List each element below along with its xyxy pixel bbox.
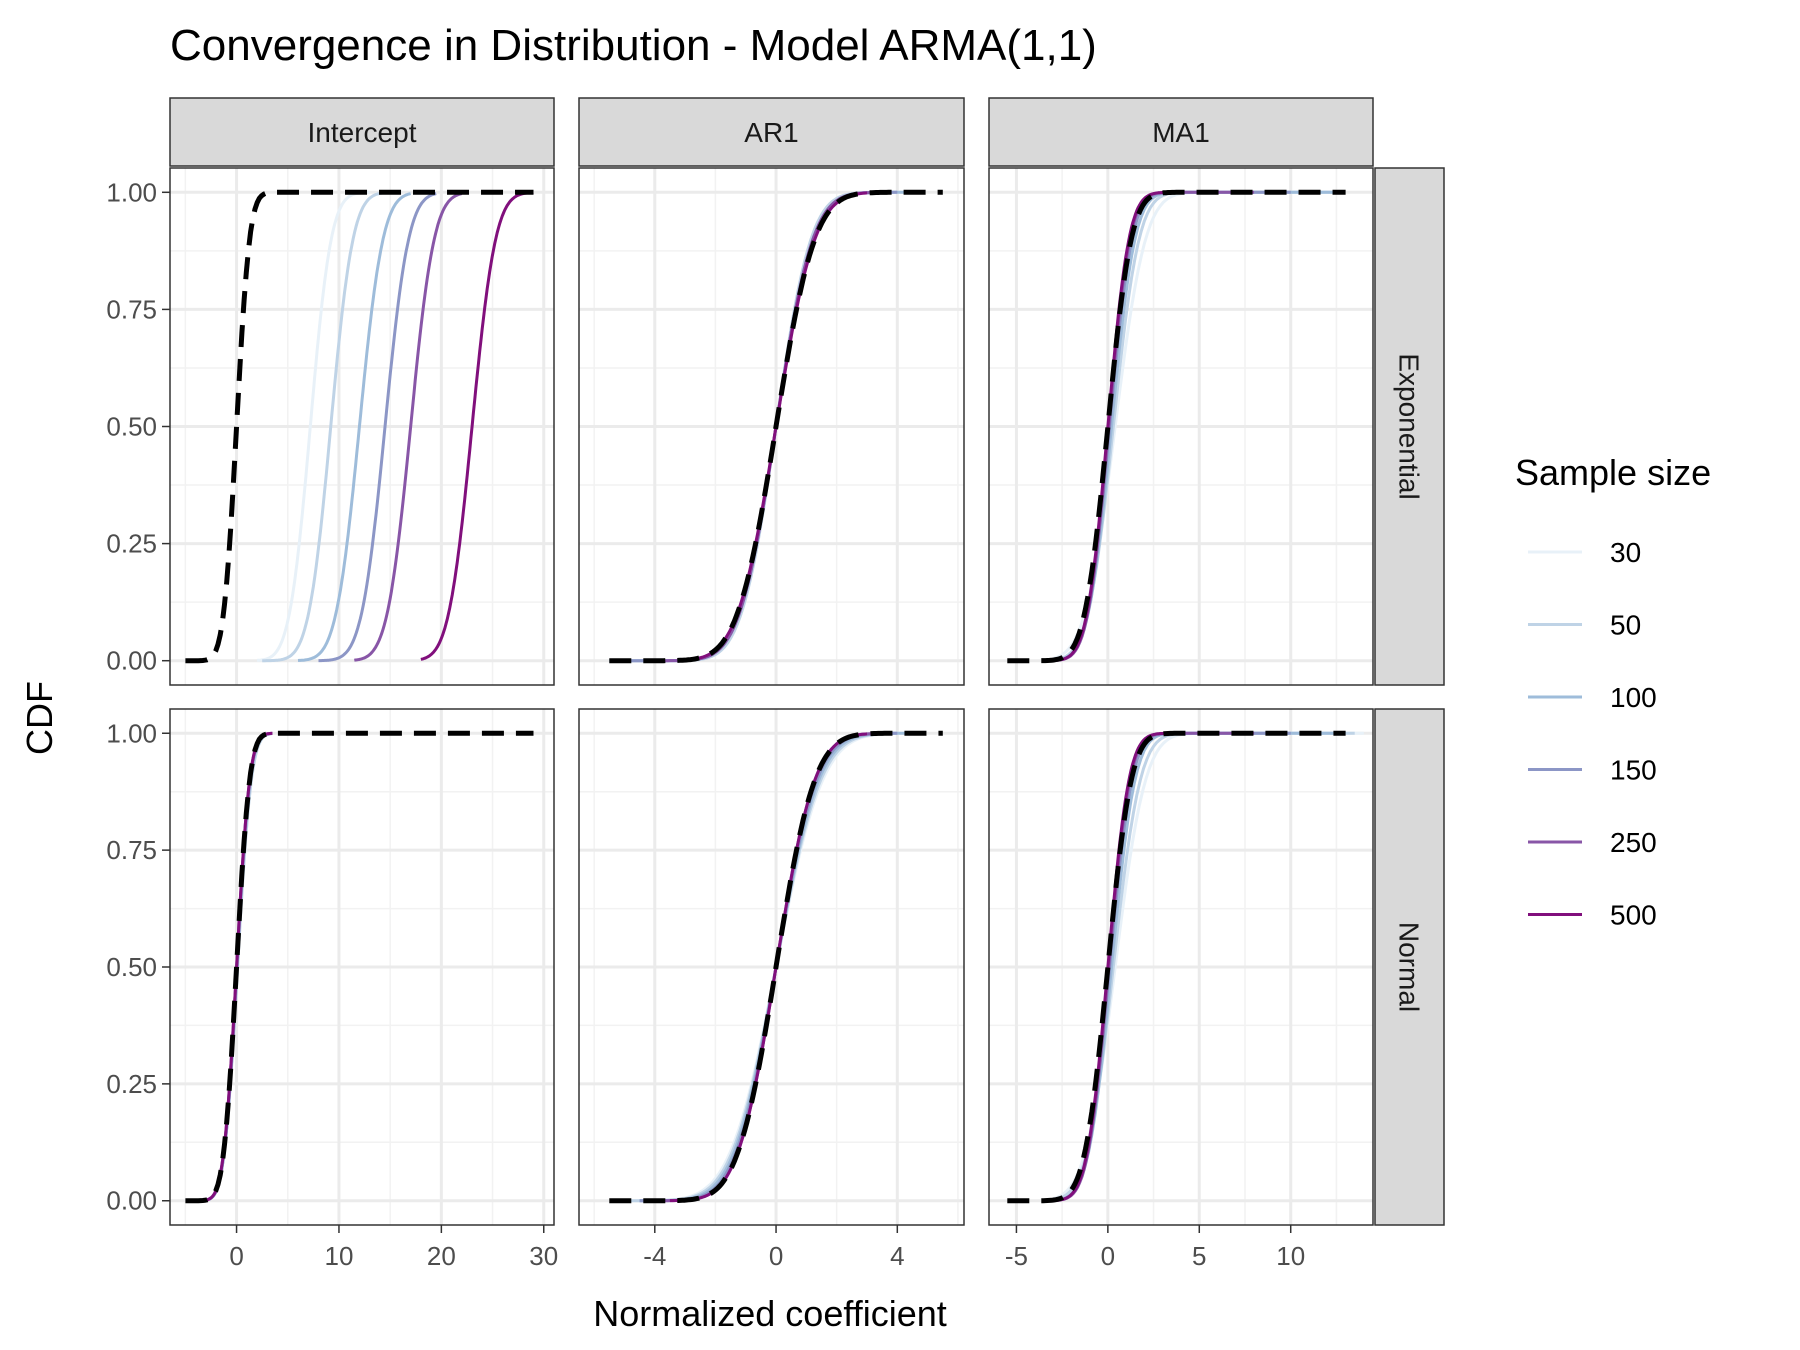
panel-exponential-ar1: AR1 — [578, 97, 965, 686]
panel-normal-intercept: 0.00 0.25 0.50 0.75 1.00 0 10 20 30 — [106, 708, 558, 1271]
legend: Sample size 30 50 100 150 250 500 — [1515, 452, 1711, 931]
legend-label-100: 100 — [1610, 682, 1657, 713]
x-tick-label: 5 — [1192, 1241, 1206, 1271]
legend-item-500: 500 — [1528, 900, 1657, 931]
y-tick-label: 0.00 — [106, 1186, 157, 1216]
legend-item-50: 50 — [1528, 610, 1641, 641]
cdf-line-n50 — [262, 191, 391, 663]
strip-normal — [1374, 708, 1445, 1226]
cdf-line-n500 — [420, 191, 534, 661]
y-tick-label: 0.75 — [106, 294, 157, 324]
x-tick-label: 10 — [324, 1241, 353, 1271]
legend-item-100: 100 — [1528, 682, 1657, 713]
strip-label-normal: Normal — [1394, 922, 1425, 1012]
cdf-line-n100 — [297, 192, 411, 662]
legend-label-500: 500 — [1610, 900, 1657, 931]
x-axis-title: Normalized coefficient — [593, 1293, 947, 1334]
panel-border — [988, 167, 1374, 686]
y-tick-label: 1.00 — [106, 177, 157, 207]
x-tick-label: -5 — [1005, 1241, 1028, 1271]
facet-panels: Intercept 0.00 0.25 0.50 0.75 1.00 AR1 MA1 Expon… — [106, 97, 1445, 1271]
x-tick-label: 4 — [890, 1241, 904, 1271]
legend-label-30: 30 — [1610, 537, 1641, 568]
legend-item-150: 150 — [1528, 755, 1657, 786]
panel-border — [578, 708, 965, 1226]
panel-normal-ma1: -5 0 5 10 — [988, 708, 1374, 1271]
x-tick-label: 10 — [1276, 1241, 1305, 1271]
y-tick-label: 0.50 — [106, 952, 157, 982]
x-tick-label: -4 — [643, 1241, 666, 1271]
x-tick-label: 20 — [427, 1241, 456, 1271]
strip-ma1 — [988, 97, 1374, 167]
legend-item-250: 250 — [1528, 827, 1657, 858]
y-tick-label: 0.25 — [106, 529, 157, 559]
strip-label-ar1: AR1 — [744, 117, 798, 148]
cdf-line-n30 — [256, 190, 370, 662]
strip-label-ma1: MA1 — [1152, 117, 1210, 148]
panel-normal-ar1: -4 0 4 — [578, 708, 965, 1271]
reference-normal-cdf — [185, 730, 534, 1204]
strip-ar1 — [578, 97, 965, 167]
panel-border — [988, 708, 1374, 1226]
x-tick-label: 0 — [769, 1241, 783, 1271]
panel-border — [578, 167, 965, 686]
y-tick-label: 0.50 — [106, 412, 157, 442]
reference-normal-cdf — [1007, 189, 1346, 664]
y-tick-label: 0.25 — [106, 1069, 157, 1099]
reference-normal-cdf — [1007, 730, 1346, 1204]
y-tick-label: 1.00 — [106, 718, 157, 748]
legend-title: Sample size — [1515, 452, 1711, 493]
strip-exponential — [1374, 167, 1445, 686]
y-axis-title: CDF — [19, 681, 60, 755]
x-tick-label: 30 — [529, 1241, 558, 1271]
reference-normal-cdf — [609, 730, 943, 1204]
legend-label-50: 50 — [1610, 610, 1641, 641]
cdf-line-n500 — [669, 732, 868, 1203]
panel-exponential-ma1: MA1 — [988, 97, 1374, 686]
legend-label-250: 250 — [1610, 827, 1657, 858]
y-tick-label: 0.00 — [106, 646, 157, 676]
reference-normal-cdf — [185, 189, 534, 664]
strip-label-intercept: Intercept — [308, 117, 417, 148]
chart-title: Convergence in Distribution - Model ARMA… — [170, 21, 1097, 70]
x-tick-label: 0 — [1101, 1241, 1115, 1271]
legend-label-150: 150 — [1610, 755, 1657, 786]
y-tick-label: 0.75 — [106, 835, 157, 865]
cdf-line-n250 — [354, 192, 463, 662]
reference-normal-cdf — [609, 189, 943, 664]
cdf-line-n150 — [318, 192, 437, 663]
panel-exponential-intercept: Intercept 0.00 0.25 0.50 0.75 1.00 — [106, 97, 555, 686]
strip-intercept — [169, 97, 555, 167]
x-tick-label: 0 — [229, 1241, 243, 1271]
legend-items: 30 50 100 150 250 500 — [1528, 537, 1657, 931]
strip-label-exponential: Exponential — [1394, 353, 1425, 499]
legend-item-30: 30 — [1528, 537, 1641, 568]
